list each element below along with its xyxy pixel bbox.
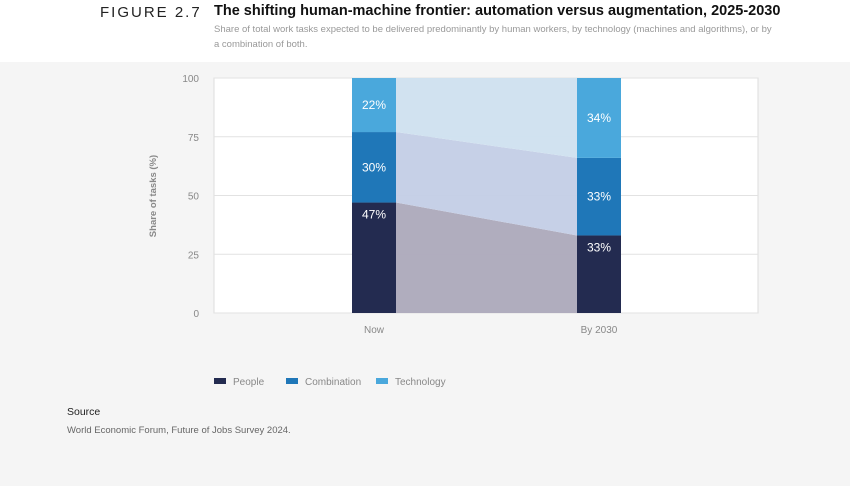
bar-segment-combination [352,132,396,203]
source-heading: Source [67,406,101,418]
data-label: 33% [587,240,611,254]
x-tick-label: Now [364,325,385,336]
legend-swatch-people [214,378,226,384]
y-tick-label: 100 [182,74,199,85]
flow-band-people [396,202,577,313]
data-label: 33% [587,190,611,204]
figure-label: FIGURE 2.7 [100,4,202,21]
data-label: 47% [362,208,386,222]
y-tick-label: 50 [188,192,200,203]
legend-label: People [233,377,265,388]
legend-swatch-technology [376,378,388,384]
data-label: 22% [362,98,386,112]
legend-label: Technology [395,377,446,388]
bar-segment-technology [352,78,396,133]
y-tick-label: 25 [188,250,200,261]
legend-label: Combination [305,377,361,388]
legend-swatch-combination [286,378,298,384]
y-axis-label: Share of tasks (%) [148,155,159,237]
data-label: 30% [362,160,386,174]
flow-band-technology [396,78,577,158]
bar-segment-technology [577,78,621,158]
data-label: 34% [587,111,611,125]
source-text: World Economic Forum, Future of Jobs Sur… [67,425,291,436]
flow-band-combination [396,132,577,236]
chart-title: The shifting human-machine frontier: aut… [214,3,781,19]
bar-segment-combination [577,157,621,236]
y-tick-label: 75 [188,133,200,144]
bar-segment-people [577,235,621,313]
header-band [0,0,850,62]
y-tick-label: 0 [193,309,199,320]
chart-subtitle: Share of total work tasks expected to be… [214,24,772,50]
bar-segment-people [352,202,396,313]
x-tick-label: By 2030 [581,325,618,336]
